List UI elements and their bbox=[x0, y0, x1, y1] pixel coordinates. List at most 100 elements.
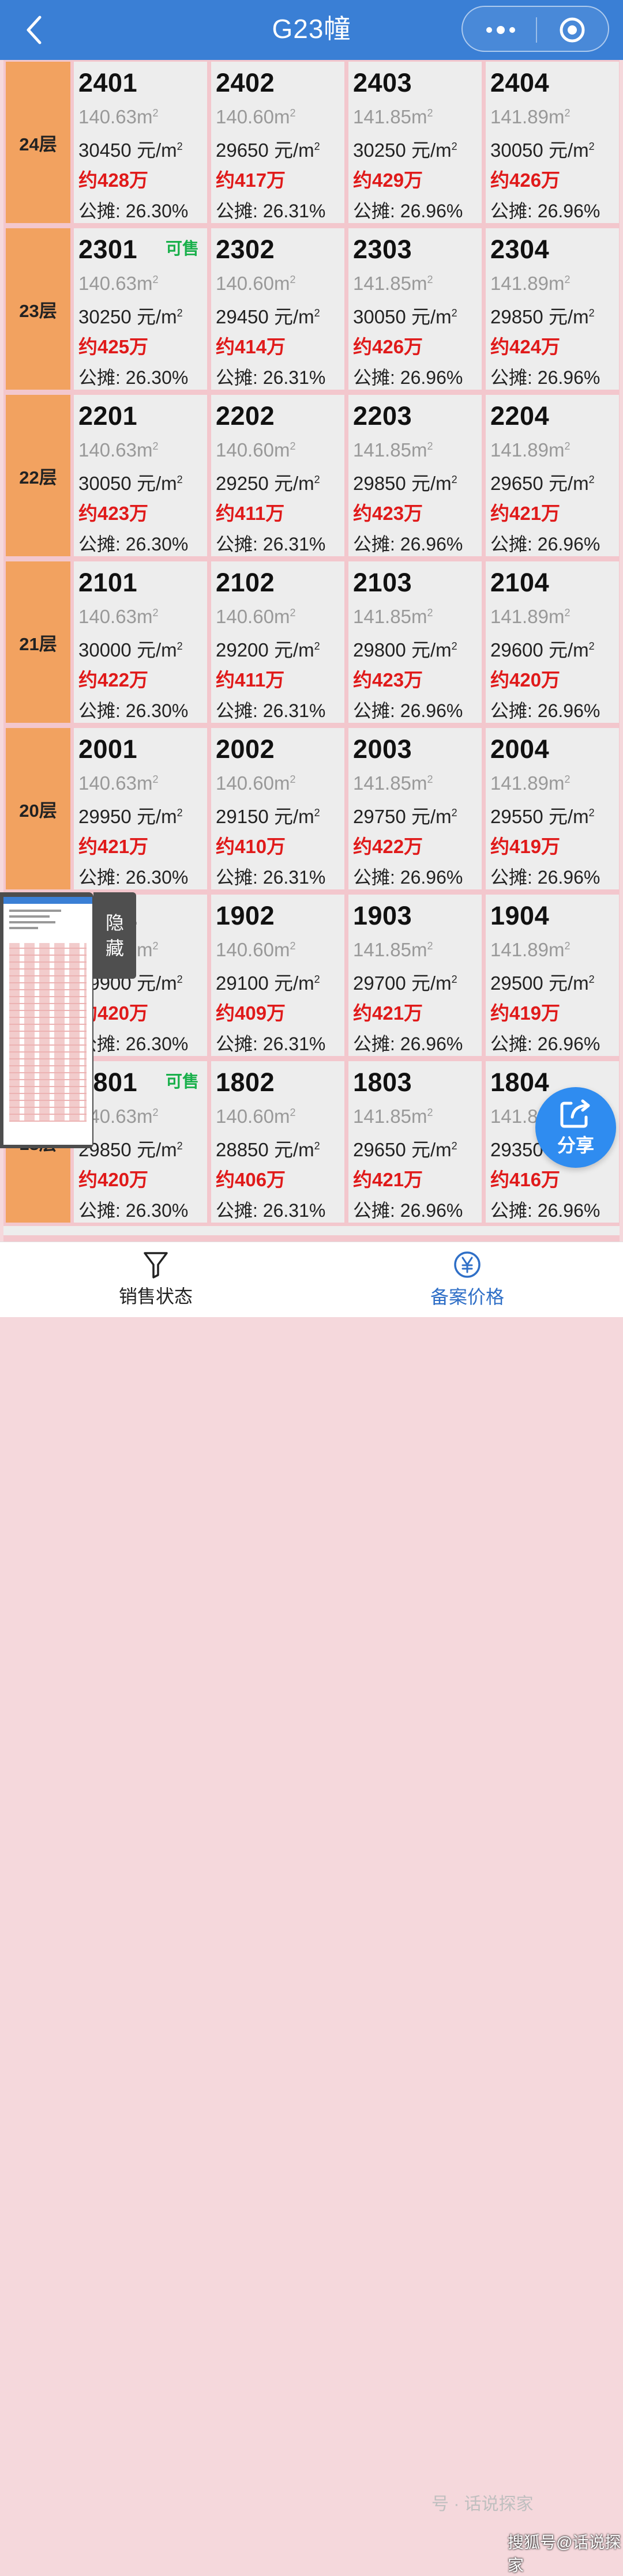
unit-number: 2204 bbox=[490, 401, 550, 431]
unit-price: 29850 元/m2 bbox=[353, 465, 482, 499]
area-unit: m bbox=[273, 106, 290, 127]
unit-price: 28850 元/m2 bbox=[216, 1131, 344, 1165]
area-unit-sup: 2 bbox=[427, 774, 433, 785]
unit-price: 29250 元/m2 bbox=[216, 465, 344, 499]
area-unit-sup: 2 bbox=[152, 940, 159, 952]
area-unit-sup: 2 bbox=[152, 1107, 159, 1118]
floor-label: 21层 bbox=[6, 561, 70, 723]
unit-cell[interactable]: 2201 140.63m2 30050 元/m2 约423万 公摊: 26.30% bbox=[74, 395, 207, 556]
area-value: 140.60 bbox=[216, 439, 274, 461]
unit-number: 2102 bbox=[216, 568, 275, 597]
unit-number: 2003 bbox=[353, 734, 412, 764]
unit-price: 29650 元/m2 bbox=[353, 1131, 482, 1165]
area-unit: m bbox=[273, 606, 290, 627]
tab-sales-status[interactable]: 销售状态 bbox=[0, 1242, 312, 1317]
unit-share: 公摊: 26.30% bbox=[78, 1200, 189, 1221]
unit-area: 141.89m2 bbox=[490, 598, 619, 631]
unit-total: 约422万 bbox=[353, 836, 423, 857]
floor-row: 24层 2401 140.63m2 30450 元/m2 约428万 公摊: 26.30%… bbox=[3, 60, 620, 225]
unit-cell[interactable]: 2104 141.89m2 29600 元/m2 约420万 公摊: 26.96% bbox=[486, 561, 619, 723]
price-unit-sup: 2 bbox=[177, 640, 183, 652]
unit-number: 2401 bbox=[78, 68, 138, 97]
area-value: 141.89 bbox=[490, 772, 549, 794]
price-value: 29500 bbox=[490, 972, 543, 994]
unit-price: 29700 元/m2 bbox=[353, 964, 482, 998]
floor-row: 20层 2001 140.63m2 29950 元/m2 约421万 公摊: 26.30%… bbox=[3, 726, 620, 891]
unit-cell[interactable]: 2004 141.89m2 29550 元/m2 约419万 公摊: 26.96% bbox=[486, 728, 619, 889]
unit-price: 29100 元/m2 bbox=[216, 964, 344, 998]
unit-cell[interactable]: 2401 140.63m2 30450 元/m2 约428万 公摊: 26.30% bbox=[74, 62, 207, 223]
unit-total: 约420万 bbox=[78, 1002, 149, 1024]
close-miniprogram-button[interactable] bbox=[548, 15, 596, 45]
back-button[interactable] bbox=[22, 12, 45, 48]
unit-cell[interactable]: 2204 141.89m2 29650 元/m2 约421万 公摊: 26.96% bbox=[486, 395, 619, 556]
unit-cell[interactable]: 2102 140.60m2 29200 元/m2 约411万 公摊: 26.31% bbox=[211, 561, 344, 723]
unit-total: 约424万 bbox=[490, 336, 561, 357]
unit-share: 公摊: 26.96% bbox=[353, 867, 463, 888]
price-value: 29100 bbox=[216, 972, 269, 994]
area-unit: m bbox=[273, 273, 290, 294]
unit-cell[interactable]: 1802 140.60m2 28850 元/m2 约406万 公摊: 26.31% bbox=[211, 1061, 344, 1223]
unit-cell[interactable]: 2402 140.60m2 29650 元/m2 约417万 公摊: 26.31% bbox=[211, 62, 344, 223]
hide-button[interactable]: 隐 藏 bbox=[93, 892, 136, 979]
unit-cell[interactable]: 2103 141.85m2 29800 元/m2 约423万 公摊: 26.96% bbox=[348, 561, 482, 723]
price-unit: 元/m bbox=[273, 473, 314, 494]
unit-price: 29650 元/m2 bbox=[216, 131, 344, 165]
unit-cell[interactable]: 1803 141.85m2 29650 元/m2 约421万 公摊: 26.96% bbox=[348, 1061, 482, 1223]
unit-cell[interactable]: 1903 141.85m2 29700 元/m2 约421万 公摊: 26.96% bbox=[348, 895, 482, 1056]
price-value: 29550 bbox=[490, 806, 543, 827]
area-unit: m bbox=[136, 939, 153, 960]
unit-price: 29650 元/m2 bbox=[490, 465, 619, 499]
unit-share: 公摊: 26.31% bbox=[216, 201, 326, 221]
area-unit: m bbox=[411, 273, 427, 294]
more-button[interactable] bbox=[478, 17, 524, 43]
unit-total: 约421万 bbox=[353, 1169, 423, 1190]
unit-total: 约420万 bbox=[490, 669, 561, 691]
unit-cell[interactable]: 1904 141.89m2 29500 元/m2 约419万 公摊: 26.96% bbox=[486, 895, 619, 1056]
unit-number: 1902 bbox=[216, 901, 275, 930]
unit-price: 30450 元/m2 bbox=[78, 131, 207, 165]
share-button[interactable]: 分享 bbox=[535, 1087, 616, 1168]
unit-cell[interactable]: 2202 140.60m2 29250 元/m2 约411万 公摊: 26.31% bbox=[211, 395, 344, 556]
price-unit: 元/m bbox=[273, 1139, 314, 1160]
unit-cell[interactable]: 2303 141.85m2 30050 元/m2 约426万 公摊: 26.96% bbox=[348, 228, 482, 390]
price-table: 24层 2401 140.63m2 30450 元/m2 约428万 公摊: 26.30%… bbox=[3, 60, 620, 1242]
unit-area: 141.85m2 bbox=[353, 1098, 482, 1131]
price-value: 29650 bbox=[216, 139, 269, 161]
unit-cell[interactable]: 2101 140.63m2 30000 元/m2 约422万 公摊: 26.30% bbox=[74, 561, 207, 723]
unit-cell[interactable]: 2203 141.85m2 29850 元/m2 约423万 公摊: 26.96% bbox=[348, 395, 482, 556]
area-value: 141.85 bbox=[353, 106, 411, 127]
unit-cell[interactable]: 2301 140.63m2 30250 元/m2 约425万 公摊: 26.30% 可售 bbox=[74, 228, 207, 390]
unit-cell[interactable]: 1902 140.60m2 29100 元/m2 约409万 公摊: 26.31% bbox=[211, 895, 344, 1056]
hide-label-2: 藏 bbox=[105, 938, 124, 959]
area-unit-sup: 2 bbox=[290, 607, 296, 618]
area-value: 140.60 bbox=[216, 1106, 274, 1127]
price-value: 30050 bbox=[78, 473, 132, 494]
area-unit: m bbox=[273, 772, 290, 794]
price-unit-sup: 2 bbox=[588, 141, 595, 152]
area-unit: m bbox=[273, 1106, 290, 1127]
area-unit-sup: 2 bbox=[564, 940, 571, 952]
tab-sales-status-label: 销售状态 bbox=[118, 1286, 193, 1307]
area-value: 140.63 bbox=[78, 772, 137, 794]
unit-share: 公摊: 26.30% bbox=[78, 534, 189, 555]
tab-filing-price[interactable]: 备案价格 bbox=[312, 1242, 623, 1317]
unit-cell[interactable]: 2002 140.60m2 29150 元/m2 约410万 公摊: 26.31% bbox=[211, 728, 344, 889]
unit-cell[interactable]: 2404 141.89m2 30050 元/m2 约426万 公摊: 26.96% bbox=[486, 62, 619, 223]
unit-share: 公摊: 26.30% bbox=[78, 1034, 189, 1054]
floating-thumbnail[interactable] bbox=[0, 892, 93, 1148]
unit-area: 140.60m2 bbox=[216, 99, 344, 131]
unit-cell[interactable]: 1801 140.63m2 29850 元/m2 约420万 公摊: 26.30% 可售 bbox=[74, 1061, 207, 1223]
area-value: 141.89 bbox=[490, 273, 549, 294]
unit-total: 约421万 bbox=[353, 1002, 423, 1024]
price-unit: 元/m bbox=[136, 806, 177, 827]
unit-cell[interactable]: 2001 140.63m2 29950 元/m2 约421万 公摊: 26.30% bbox=[74, 728, 207, 889]
unit-cell[interactable]: 2302 140.60m2 29450 元/m2 约414万 公摊: 26.31% bbox=[211, 228, 344, 390]
unit-cell[interactable]: 2003 141.85m2 29750 元/m2 约422万 公摊: 26.96% bbox=[348, 728, 482, 889]
unit-price: 30050 元/m2 bbox=[490, 131, 619, 165]
unit-cell[interactable]: 2304 141.89m2 29850 元/m2 约424万 公摊: 26.96% bbox=[486, 228, 619, 390]
unit-price: 29600 元/m2 bbox=[490, 631, 619, 665]
price-unit: 元/m bbox=[273, 972, 314, 994]
unit-cell[interactable]: 2403 141.85m2 30250 元/m2 约429万 公摊: 26.96% bbox=[348, 62, 482, 223]
price-unit: 元/m bbox=[411, 1139, 452, 1160]
